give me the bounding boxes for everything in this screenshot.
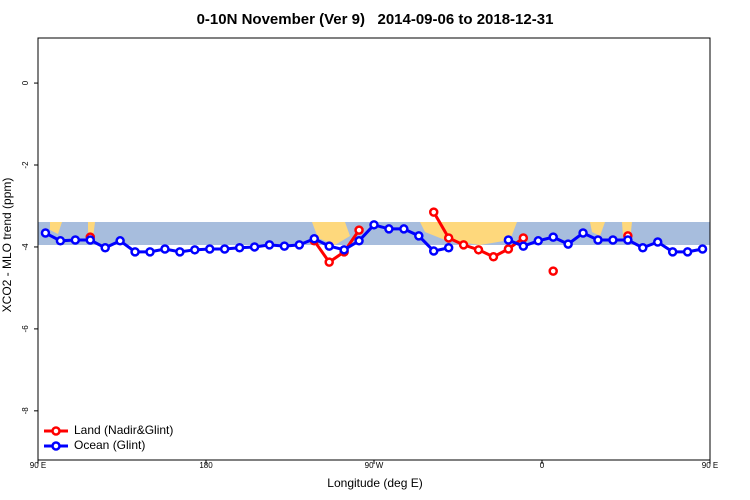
legend-label: Ocean (Glint): [74, 438, 145, 452]
legend-marker: [51, 426, 61, 436]
data-point: [533, 236, 544, 246]
data-point: [473, 245, 484, 255]
data-point: [85, 235, 96, 245]
data-point: [100, 243, 110, 253]
data-point: [608, 235, 618, 245]
data-point: [682, 247, 693, 257]
data-point: [354, 225, 364, 235]
x-tick-label: 0: [540, 461, 545, 470]
data-point: [518, 233, 529, 243]
data-point: [623, 235, 633, 245]
data-point: [384, 224, 394, 234]
data-point: [563, 239, 573, 249]
data-point: [458, 240, 469, 250]
land-shape: [312, 222, 350, 245]
data-point: [652, 237, 663, 247]
x-tick-label: 90 E: [30, 461, 46, 470]
x-tick-label: 180: [199, 461, 213, 470]
data-point: [503, 244, 514, 254]
y-tick-label: -8: [21, 407, 30, 415]
data-point: [638, 243, 648, 253]
data-point: [279, 241, 290, 251]
data-point: [399, 224, 409, 234]
data-point: [264, 240, 275, 250]
x-tick-label: 90 W: [365, 461, 384, 470]
data-point: [249, 242, 260, 252]
data-point: [578, 228, 588, 238]
data-point: [414, 231, 424, 241]
x-axis-label: Longitude (deg E): [327, 476, 422, 490]
data-point: [548, 266, 558, 276]
data-point: [70, 235, 81, 245]
chart-title: 0-10N November (Ver 9) 2014-09-06 to 201…: [197, 11, 554, 28]
legend-label: Land (Nadir&Glint): [74, 423, 173, 437]
data-point: [369, 220, 379, 230]
data-point: [667, 247, 678, 257]
data-point: [697, 244, 708, 254]
legend-marker: [51, 441, 61, 451]
data-point: [204, 244, 215, 254]
data-point: [234, 243, 245, 253]
data-point: [518, 241, 529, 251]
data-point: [503, 235, 514, 245]
y-tick-label: -2: [21, 161, 30, 169]
data-point: [40, 228, 51, 238]
data-point: [145, 247, 155, 257]
land-shape: [50, 222, 62, 234]
data-point: [55, 236, 66, 246]
y-tick-label: -6: [21, 325, 30, 333]
data-point: [219, 244, 230, 254]
y-axis-label: XCO2 - MLO trend (ppm): [0, 178, 14, 313]
data-point: [294, 240, 305, 250]
data-point: [593, 235, 603, 245]
data-point: [354, 236, 364, 246]
data-point: [115, 236, 125, 246]
y-tick-label: 0: [21, 80, 30, 85]
data-point: [175, 247, 185, 257]
x-tick-label: 90 E: [702, 461, 718, 470]
data-point: [339, 245, 349, 255]
data-point: [324, 241, 334, 251]
land-shape: [590, 222, 605, 236]
data-point: [548, 232, 558, 242]
data-point: [443, 243, 454, 253]
data-point: [160, 244, 170, 254]
data-point: [130, 247, 140, 257]
y-tick-label: -4: [21, 243, 30, 251]
data-point: [428, 207, 439, 217]
data-point: [324, 257, 334, 267]
legend: Land (Nadir&Glint)Ocean (Glint): [44, 423, 173, 452]
data-point: [443, 233, 454, 243]
data-point: [190, 245, 200, 255]
data-point: [488, 252, 499, 262]
data-point: [428, 246, 439, 256]
data-point: [309, 234, 320, 244]
